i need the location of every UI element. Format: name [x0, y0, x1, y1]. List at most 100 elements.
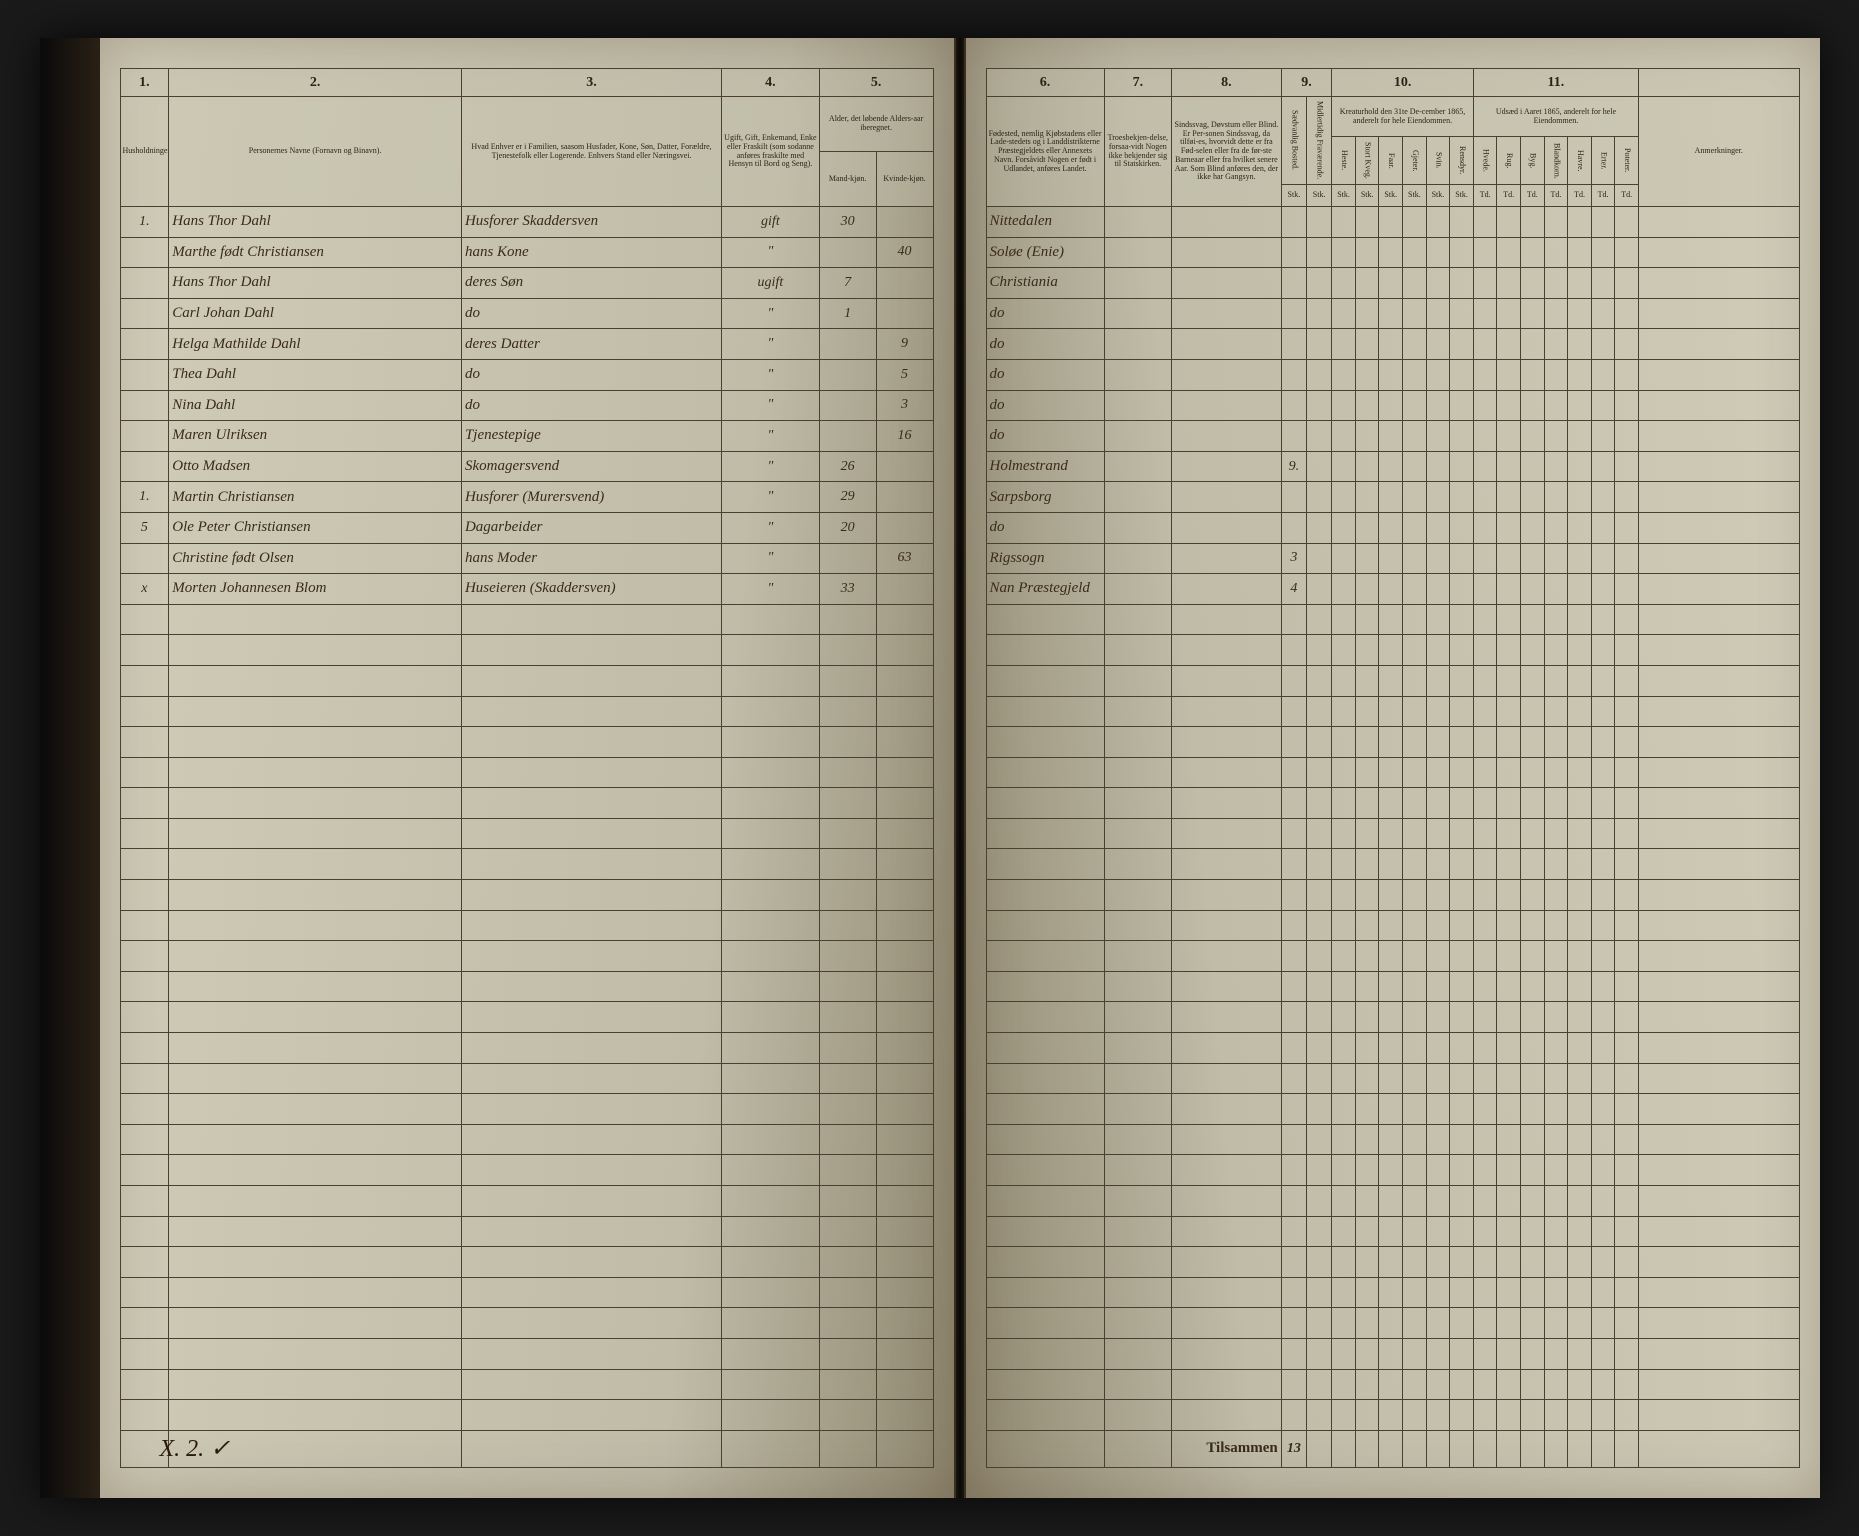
table-row: [986, 941, 1799, 972]
cell-age-m: [819, 390, 876, 421]
cell-empty: [1473, 574, 1497, 605]
hdr-seed-sub: Rug.: [1497, 137, 1521, 185]
cell-empty: [1591, 451, 1615, 482]
cell-empty: [1497, 329, 1521, 360]
cell-age-f: 40: [876, 237, 933, 268]
cell-empty: [1521, 298, 1545, 329]
unit-stk: Stk.: [1281, 185, 1306, 207]
cell-empty: [1355, 390, 1379, 421]
table-row: [120, 1369, 933, 1400]
cell-hh: [120, 237, 169, 268]
cell-rel: do: [461, 298, 721, 329]
cell-empty: [1544, 512, 1568, 543]
cell-empty: [1615, 207, 1639, 238]
cell-age-m: [819, 421, 876, 452]
table-row: [986, 849, 1799, 880]
cell-empty: [1473, 482, 1497, 513]
cell-empty: [1568, 421, 1592, 452]
cell-empty: [1403, 268, 1427, 299]
book-gutter: [956, 38, 964, 1498]
cell-status: ": [722, 359, 820, 390]
table-row: do: [986, 512, 1799, 543]
hdr-seed-sub: Byg.: [1521, 137, 1545, 185]
table-row: [120, 1308, 933, 1339]
cell-rel: do: [461, 390, 721, 421]
cell-c9a: [1281, 298, 1306, 329]
cell-empty: [1615, 359, 1639, 390]
cell-empty: [1521, 237, 1545, 268]
cell-age-f: 16: [876, 421, 933, 452]
cell-dis: [1172, 390, 1282, 421]
cell-empty: [1568, 237, 1592, 268]
cell-status: ": [722, 543, 820, 574]
cell-c9b: [1307, 298, 1332, 329]
cell-age-m: [819, 359, 876, 390]
col-9: 9.: [1281, 69, 1332, 97]
cell-c9a: [1281, 512, 1306, 543]
col-6: 6.: [986, 69, 1104, 97]
unit: Stk.: [1379, 185, 1403, 207]
cell-empty: [1521, 421, 1545, 452]
cell-hh: [120, 359, 169, 390]
cell-age-m: 30: [819, 207, 876, 238]
cell-empty: [1497, 482, 1521, 513]
cell-dis: [1172, 298, 1282, 329]
cell-empty: [1403, 512, 1427, 543]
cell-c9b: [1307, 543, 1332, 574]
cell-age-f: [876, 268, 933, 299]
cell-empty: [1497, 207, 1521, 238]
cell-empty: [1379, 451, 1403, 482]
cell-empty: [1379, 298, 1403, 329]
table-row: [986, 910, 1799, 941]
cell-empty: [1497, 512, 1521, 543]
cell-name: Martin Christiansen: [169, 482, 462, 513]
cell-empty: [1591, 268, 1615, 299]
table-row: [986, 1277, 1799, 1308]
table-row: [986, 1216, 1799, 1247]
cell-empty: [1379, 574, 1403, 605]
table-row: [120, 941, 933, 972]
cell-empty: [1521, 482, 1545, 513]
cell-hh: [120, 421, 169, 452]
cell-empty: [1544, 390, 1568, 421]
cell-empty: [1473, 268, 1497, 299]
hdr-livestock: Kreaturhold den 31te De-cember 1865, and…: [1332, 97, 1474, 137]
cell-remarks: [1639, 329, 1800, 360]
cell-status: ": [722, 329, 820, 360]
unit: Stk.: [1403, 185, 1427, 207]
cell-remarks: [1639, 237, 1800, 268]
cell-empty: [1591, 482, 1615, 513]
cell-c9b: [1307, 451, 1332, 482]
cell-empty: [1450, 329, 1474, 360]
cell-empty: [1615, 390, 1639, 421]
hdr-livestock-sub: Faar.: [1379, 137, 1403, 185]
cell-hh: 1.: [120, 482, 169, 513]
cell-dis: [1172, 421, 1282, 452]
cell-age-f: [876, 482, 933, 513]
cell-hh: [120, 390, 169, 421]
cell-empty: [1473, 512, 1497, 543]
cell-empty: [1568, 359, 1592, 390]
cell-c9a: [1281, 329, 1306, 360]
cell-empty: [1450, 482, 1474, 513]
cell-dis: [1172, 359, 1282, 390]
hdr-status: Ugift, Gift, Enkemand, Enke eller Fraski…: [722, 97, 820, 207]
cell-empty: [1521, 543, 1545, 574]
cell-empty: [1544, 543, 1568, 574]
cell-status: ugift: [722, 268, 820, 299]
cell-empty: [1332, 421, 1356, 452]
cell-age-f: [876, 574, 933, 605]
hdr-seed-sub: Erter.: [1591, 137, 1615, 185]
cell-empty: [1497, 574, 1521, 605]
table-row: [986, 604, 1799, 635]
cell-remarks: [1639, 207, 1800, 238]
cell-empty: [1591, 207, 1615, 238]
table-row: [120, 1063, 933, 1094]
cell-c9b: [1307, 574, 1332, 605]
cell-empty: [1403, 390, 1427, 421]
cell-empty: [1521, 359, 1545, 390]
cell-empty: [1497, 451, 1521, 482]
table-row: do: [986, 421, 1799, 452]
cell-age-m: [819, 237, 876, 268]
cell-empty: [1544, 482, 1568, 513]
